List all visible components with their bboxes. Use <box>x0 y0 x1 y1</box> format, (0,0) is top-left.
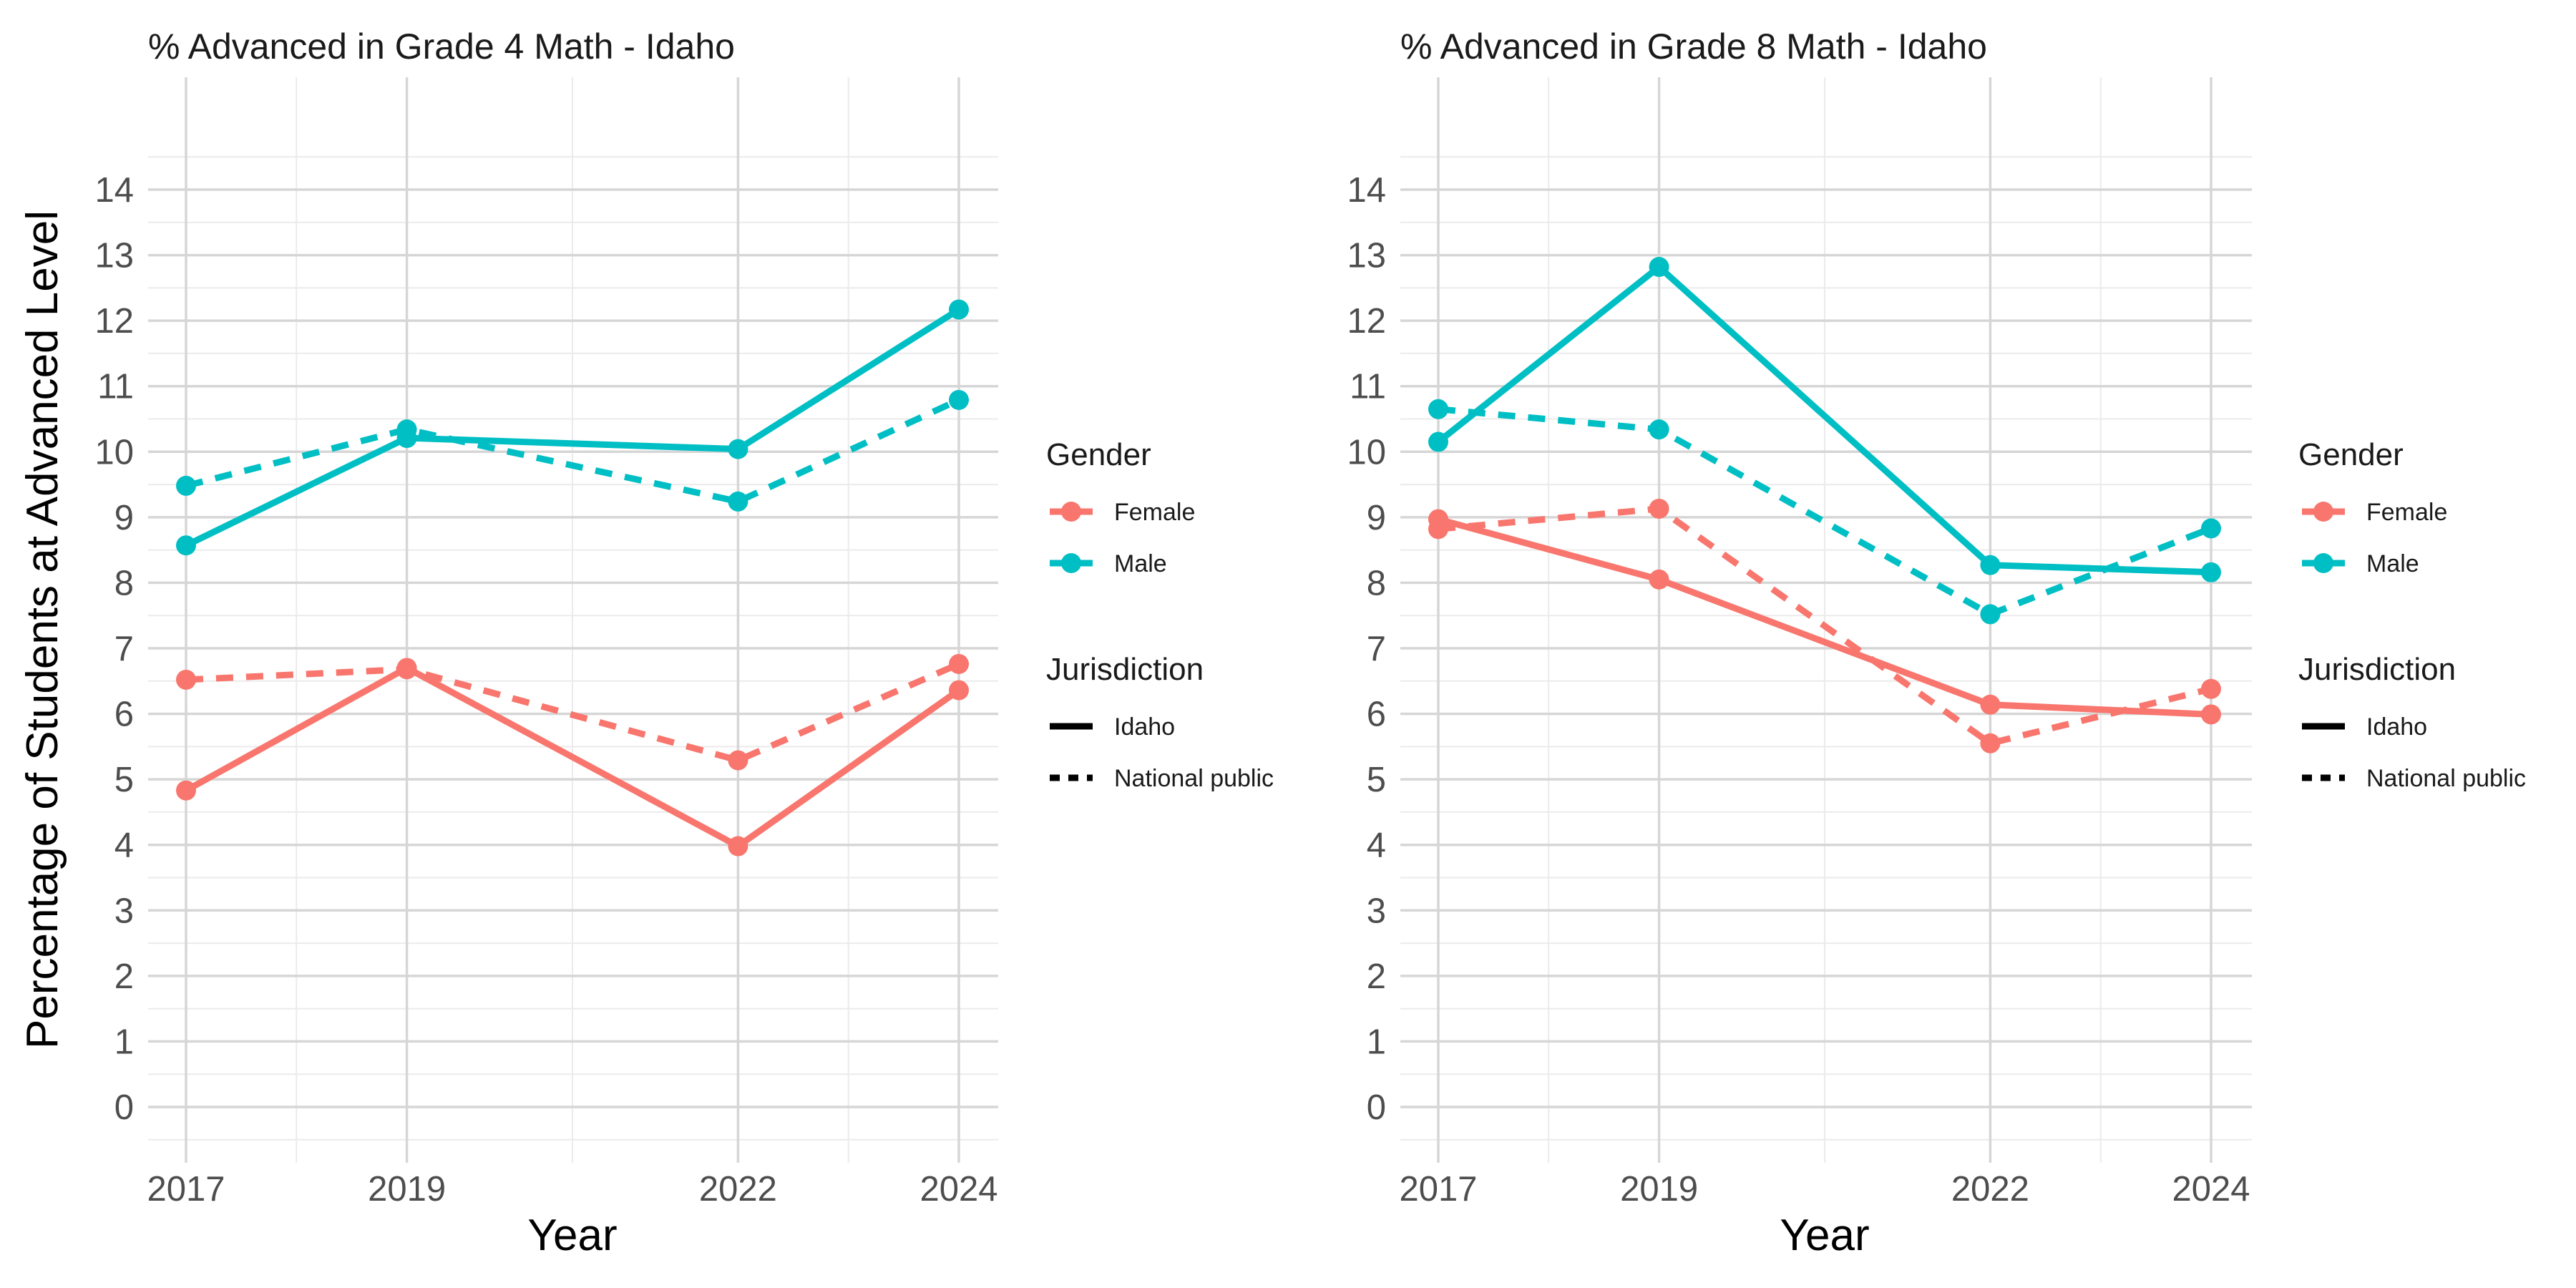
y-tick-label: 5 <box>1367 761 1386 799</box>
data-point <box>1980 555 2001 575</box>
data-point <box>728 439 748 459</box>
legend-key-point <box>2313 553 2333 573</box>
data-point <box>1980 604 2001 625</box>
legend-label: Male <box>1114 550 1167 577</box>
legend-label: National public <box>2366 765 2526 792</box>
x-axis-title: Year <box>1780 1211 1869 1260</box>
y-tick-label: 12 <box>94 302 134 341</box>
series-line <box>185 306 961 549</box>
y-tick-label: 3 <box>114 892 134 930</box>
data-point <box>728 836 748 857</box>
legend-title-jurisdiction: Jurisdiction <box>2298 652 2456 687</box>
data-point <box>176 669 196 690</box>
data-point <box>396 419 417 440</box>
y-tick-label: 1 <box>1367 1023 1386 1061</box>
chart-title: % Advanced in Grade 8 Math - Idaho <box>1400 26 1987 67</box>
data-point <box>2201 704 2221 725</box>
grade8-panel: % Advanced in Grade 8 Math - Idaho012345… <box>1347 26 2526 1260</box>
data-point <box>2201 678 2221 699</box>
data-point <box>949 299 969 320</box>
x-tick-label: 2019 <box>368 1170 446 1209</box>
x-tick-label: 2017 <box>1399 1170 1477 1209</box>
y-tick-label: 7 <box>1367 630 1386 668</box>
series-line <box>1437 516 2212 718</box>
y-tick-label: 5 <box>114 761 134 799</box>
data-point <box>1649 257 1669 278</box>
data-point <box>176 475 196 496</box>
legend-key-point <box>2313 502 2333 522</box>
data-point <box>728 491 748 512</box>
legend-label: Male <box>2366 550 2419 577</box>
y-tick-label: 8 <box>1367 564 1386 602</box>
y-tick-label: 9 <box>114 499 134 537</box>
y-tick-label: 2 <box>114 957 134 996</box>
legend-key-point <box>1061 502 1081 522</box>
y-tick-label: 8 <box>114 564 134 602</box>
y-tick-label: 12 <box>1347 302 1386 341</box>
x-tick-label: 2024 <box>2172 1170 2250 1209</box>
legend-title-gender: Gender <box>2298 437 2404 472</box>
y-tick-label: 3 <box>1367 892 1386 930</box>
data-point <box>1980 733 2001 753</box>
series-line <box>1438 505 2212 747</box>
x-axis-title: Year <box>527 1211 617 1260</box>
grade4-panel: % Advanced in Grade 4 Math - Idaho012345… <box>94 26 1274 1260</box>
data-point <box>1428 431 1448 452</box>
data-point <box>1649 569 1669 590</box>
legend-label: Idaho <box>1114 713 1175 741</box>
y-axis-title: Percentage of Students at Advanced Level <box>18 210 67 1049</box>
y-tick-label: 4 <box>1367 826 1386 865</box>
data-point <box>176 780 196 801</box>
series-line <box>184 664 961 850</box>
legend-title-gender: Gender <box>1046 437 1151 472</box>
y-tick-label: 6 <box>1367 696 1386 734</box>
y-tick-label: 0 <box>1367 1088 1386 1127</box>
data-point <box>176 535 196 556</box>
x-tick-label: 2024 <box>919 1170 997 1209</box>
series-line <box>185 660 960 764</box>
x-tick-label: 2019 <box>1620 1170 1698 1209</box>
y-tick-label: 1 <box>114 1023 134 1061</box>
y-tick-label: 14 <box>1347 171 1386 210</box>
y-tick-label: 13 <box>94 237 134 275</box>
legend-label: Female <box>1114 499 1195 526</box>
data-point <box>396 659 417 680</box>
legend-label: Idaho <box>2366 713 2427 741</box>
y-tick-label: 14 <box>94 171 134 210</box>
legend-label: National public <box>1114 765 1274 792</box>
chart-title: % Advanced in Grade 4 Math - Idaho <box>148 26 735 67</box>
data-point <box>1980 694 2001 715</box>
y-tick-label: 10 <box>1347 433 1386 472</box>
data-point <box>1428 519 1448 540</box>
x-tick-label: 2017 <box>147 1170 225 1209</box>
y-tick-label: 11 <box>1350 368 1386 406</box>
y-tick-label: 7 <box>114 630 134 668</box>
x-tick-label: 2022 <box>699 1170 777 1209</box>
y-tick-label: 9 <box>1367 499 1386 537</box>
legend-label: Female <box>2366 499 2447 526</box>
data-point <box>1649 498 1669 519</box>
y-tick-label: 13 <box>1347 237 1386 275</box>
data-point <box>1428 399 1448 419</box>
y-tick-label: 10 <box>94 433 134 472</box>
data-point <box>2201 562 2221 582</box>
data-point <box>949 389 969 410</box>
y-tick-label: 2 <box>1367 957 1386 996</box>
y-tick-label: 0 <box>114 1088 134 1127</box>
y-tick-label: 6 <box>114 696 134 734</box>
legend-title-jurisdiction: Jurisdiction <box>1046 652 1204 687</box>
data-point <box>949 653 969 674</box>
data-point <box>949 680 969 701</box>
series-line <box>1436 263 2212 576</box>
y-tick-label: 4 <box>114 826 134 865</box>
x-tick-label: 2022 <box>1951 1170 2029 1209</box>
data-point <box>1649 419 1669 440</box>
data-point <box>728 750 748 771</box>
y-tick-label: 11 <box>97 368 134 406</box>
data-point <box>2201 518 2221 539</box>
legend-key-point <box>1061 553 1081 573</box>
series-line <box>185 396 960 505</box>
